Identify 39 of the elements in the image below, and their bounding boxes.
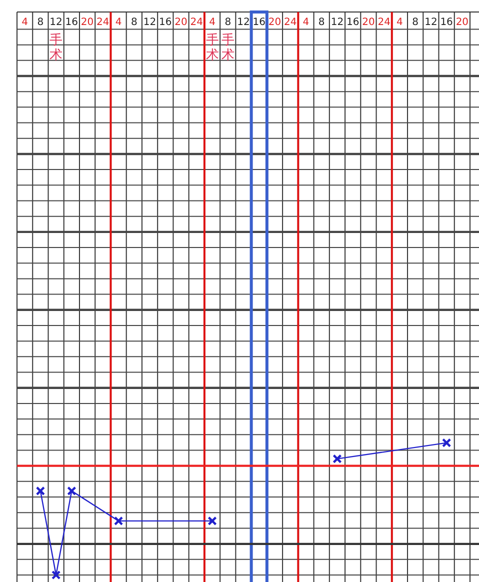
point: [208, 516, 217, 526]
point: [442, 438, 452, 448]
x-tick-label: 4: [302, 17, 310, 28]
text: 手术: [206, 33, 219, 63]
x-tick-label: 8: [224, 17, 232, 28]
x-tick-label: 16: [252, 17, 266, 28]
x-tick-label: 12: [330, 17, 344, 28]
point: [67, 486, 76, 496]
x-tick-label: 8: [318, 17, 325, 28]
x-tick-label: 24: [96, 17, 110, 28]
x-tick-label: 16: [346, 17, 360, 28]
x-tick-label: 12: [143, 17, 156, 28]
point: [36, 486, 46, 496]
x-tick-label: 8: [37, 17, 44, 28]
point: [114, 516, 124, 526]
text: 手术: [221, 33, 234, 63]
x-tick-label: 24: [378, 17, 390, 28]
x-tick-label: 4: [115, 17, 122, 28]
x-tick-label: 16: [440, 17, 453, 28]
point: [51, 570, 61, 580]
x-tick-label: 20: [174, 17, 188, 28]
x-tick-label: 4: [22, 17, 28, 28]
x-tick-label: 20: [456, 17, 469, 28]
x-tick-label: 20: [362, 17, 375, 28]
x-tick-label: 8: [130, 17, 138, 28]
x-tick-label: 4: [396, 17, 403, 28]
text: 手术: [50, 33, 63, 63]
point: [332, 454, 342, 464]
x-tick-label: 12: [424, 17, 438, 28]
x-tick-label: 8: [412, 17, 419, 28]
x-tick-label: 16: [159, 17, 172, 28]
x-tick-label: 20: [268, 17, 282, 28]
x-tick-label: 4: [209, 17, 216, 28]
x-tick-label: 12: [50, 17, 62, 28]
x-tick-label: 24: [284, 17, 297, 28]
x-tick-label: 16: [65, 17, 78, 28]
x-tick-label: 20: [80, 17, 94, 28]
x-tick-label: 12: [237, 17, 250, 28]
x-tick-label: 24: [190, 17, 204, 28]
